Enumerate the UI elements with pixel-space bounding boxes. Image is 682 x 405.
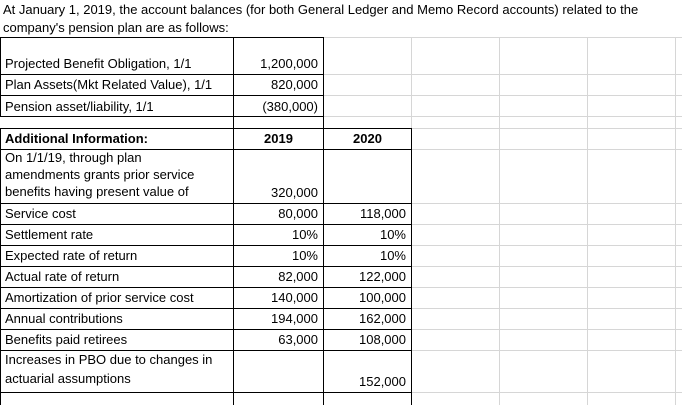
column-border-segment (323, 117, 324, 128)
gridline (412, 224, 682, 225)
table-row: Plan Assets(Mkt Related Value), 1/1 820,… (1, 75, 323, 96)
table-row: Settlement rate 10% 10% (1, 225, 411, 246)
gridline (412, 308, 682, 309)
row-value-2019[interactable]: 10% (233, 246, 323, 266)
gridline (499, 37, 500, 405)
row-value-2019[interactable]: 80,000 (233, 204, 323, 224)
gridline (412, 128, 682, 129)
row-value-2020[interactable]: 162,000 (323, 309, 411, 329)
row-value-2019[interactable]: 82,000 (233, 267, 323, 287)
table-header-row: Additional Information: 2019 2020 (1, 129, 411, 150)
row-label-settlement-rate[interactable]: Settlement rate (5, 227, 94, 242)
gridline (412, 149, 682, 150)
gridline (587, 37, 588, 405)
additional-info-table: Additional Information: 2019 2020 On 1/1… (0, 128, 412, 405)
row-label-actual-return[interactable]: Actual rate of return (5, 269, 120, 284)
gridline (412, 203, 682, 204)
row-value-2019[interactable] (233, 351, 323, 392)
gridline (324, 95, 682, 96)
gridline (412, 287, 682, 288)
balance-label-pension-liability[interactable]: Pension asset/liability, 1/1 (5, 99, 154, 114)
col-header-2020[interactable]: 2020 (323, 129, 411, 149)
table-row: Service cost 80,000 118,000 (1, 204, 411, 225)
row-value-2019[interactable]: 140,000 (233, 288, 323, 308)
row-value-2019[interactable]: 320,000 (233, 150, 323, 203)
balances-table: Projected Benefit Obligation, 1/1 1,200,… (0, 37, 324, 117)
table-row: Annual contributions 194,000 162,000 (1, 309, 411, 330)
column-border-segment (233, 117, 234, 128)
row-value-2019[interactable]: 63,000 (233, 330, 323, 350)
balance-label-pbo[interactable]: Projected Benefit Obligation, 1/1 (5, 56, 192, 71)
table-row: Projected Benefit Obligation, 1/1 1,200,… (1, 38, 323, 75)
table-row: Amortization of prior service cost 140,0… (1, 288, 411, 309)
row-value-2019[interactable]: 194,000 (233, 309, 323, 329)
row-label-contributions[interactable]: Annual contributions (5, 311, 123, 326)
row-value-2019[interactable]: 10% (233, 225, 323, 245)
gridline (412, 245, 682, 246)
gridline (675, 37, 676, 405)
table-row-empty (1, 393, 411, 405)
row-label-pbo-increase[interactable]: Increases in PBO due to changes in actua… (5, 352, 213, 386)
gridline (412, 350, 682, 351)
row-value-2020[interactable]: 108,000 (323, 330, 411, 350)
gridline (324, 116, 682, 117)
gridline (324, 37, 682, 38)
table-row: Benefits paid retirees 63,000 108,000 (1, 330, 411, 351)
balance-value-pension-liability[interactable]: (380,000) (233, 96, 323, 117)
empty-cell[interactable] (1, 393, 233, 405)
row-value-2020[interactable]: 100,000 (323, 288, 411, 308)
empty-cell[interactable] (233, 393, 323, 405)
row-label-amortization[interactable]: Amortization of prior service cost (5, 290, 194, 305)
gridline (411, 37, 412, 128)
balance-value-pbo[interactable]: 1,200,000 (233, 38, 323, 74)
intro-text[interactable]: At January 1, 2019, the account balances… (3, 2, 639, 35)
table-row: On 1/1/19, through plan amendments grant… (1, 150, 411, 204)
balance-label-plan-assets[interactable]: Plan Assets(Mkt Related Value), 1/1 (5, 77, 213, 92)
table-row: Increases in PBO due to changes in actua… (1, 351, 411, 393)
empty-cell[interactable] (323, 393, 411, 405)
gridline (412, 329, 682, 330)
table-row: Expected rate of return 10% 10% (1, 246, 411, 267)
row-value-2020[interactable] (323, 150, 411, 203)
row-value-2020[interactable]: 10% (323, 246, 411, 266)
row-value-2020[interactable]: 10% (323, 225, 411, 245)
row-value-2020[interactable]: 118,000 (323, 204, 411, 224)
row-label-prior-service[interactable]: On 1/1/19, through plan amendments grant… (5, 150, 195, 199)
additional-info-title[interactable]: Additional Information: (5, 131, 148, 146)
table-row: Pension asset/liability, 1/1 (380,000) (1, 96, 323, 117)
row-label-expected-return[interactable]: Expected rate of return (5, 248, 138, 263)
col-header-2019[interactable]: 2019 (233, 129, 323, 149)
row-label-service-cost[interactable]: Service cost (5, 206, 76, 221)
row-value-2020[interactable]: 122,000 (323, 267, 411, 287)
table-row: Actual rate of return 82,000 122,000 (1, 267, 411, 288)
gridline (412, 392, 682, 393)
gridline (324, 74, 682, 75)
row-value-2020[interactable]: 152,000 (323, 351, 411, 392)
gridline (412, 266, 682, 267)
balance-value-plan-assets[interactable]: 820,000 (233, 75, 323, 95)
row-label-benefits-paid[interactable]: Benefits paid retirees (5, 332, 128, 347)
